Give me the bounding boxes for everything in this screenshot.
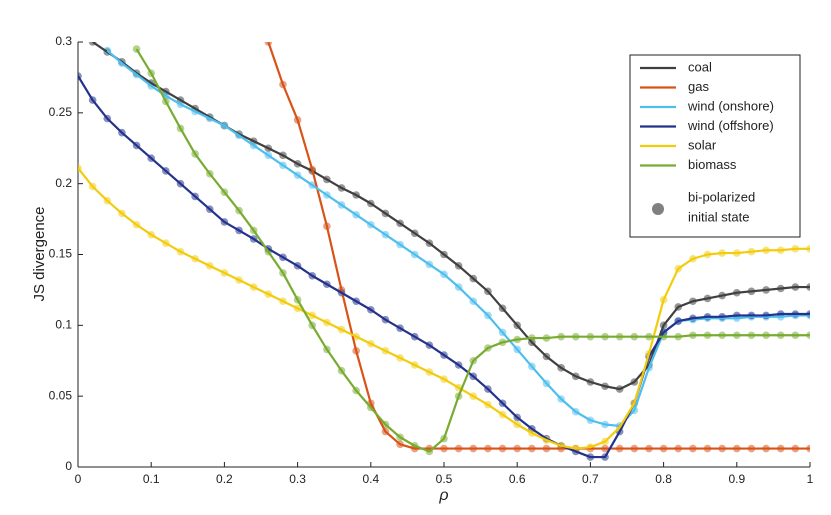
legend-label: biomass — [688, 157, 737, 172]
x-tick-label: 0.3 — [289, 472, 306, 486]
y-tick-label: 0.3 — [55, 34, 72, 48]
series-line — [267, 42, 810, 450]
legend-label: wind (offshore) — [687, 118, 774, 133]
legend-label: wind (onshore) — [687, 98, 774, 113]
y-tick-label: 0.2 — [55, 176, 72, 190]
series-line — [78, 75, 810, 459]
x-tick-label: 0.6 — [509, 472, 526, 486]
legend-label: solar — [688, 137, 717, 152]
series-line — [135, 48, 810, 453]
legend-label: bi-polarized — [688, 189, 755, 204]
x-tick-label: 0.9 — [728, 472, 745, 486]
plot-area — [78, 42, 810, 461]
x-tick-label: 0.5 — [436, 472, 453, 486]
x-tick-label: 0 — [75, 472, 82, 486]
legend-label: initial state — [688, 209, 749, 224]
x-tick-label: 0.8 — [655, 472, 672, 486]
y-tick-label: 0.05 — [49, 388, 73, 402]
series-line — [78, 167, 810, 450]
x-tick-label: 0.7 — [582, 472, 599, 486]
x-tick-label: 0.4 — [362, 472, 379, 486]
x-tick-label: 0.1 — [143, 472, 160, 486]
x-axis-label: ρ — [438, 487, 448, 504]
x-tick-label: 0.2 — [216, 472, 233, 486]
y-tick-label: 0 — [65, 459, 72, 473]
series-line — [106, 49, 810, 428]
y-tick-label: 0.1 — [55, 318, 72, 332]
legend-marker — [652, 203, 664, 215]
y-tick-label: 0.15 — [49, 247, 73, 261]
x-tick-label: 1 — [807, 472, 814, 486]
y-axis-label: JS divergence — [31, 206, 48, 301]
legend-label: gas — [688, 79, 709, 94]
legend-label: coal — [688, 59, 712, 74]
y-tick-label: 0.25 — [49, 105, 73, 119]
